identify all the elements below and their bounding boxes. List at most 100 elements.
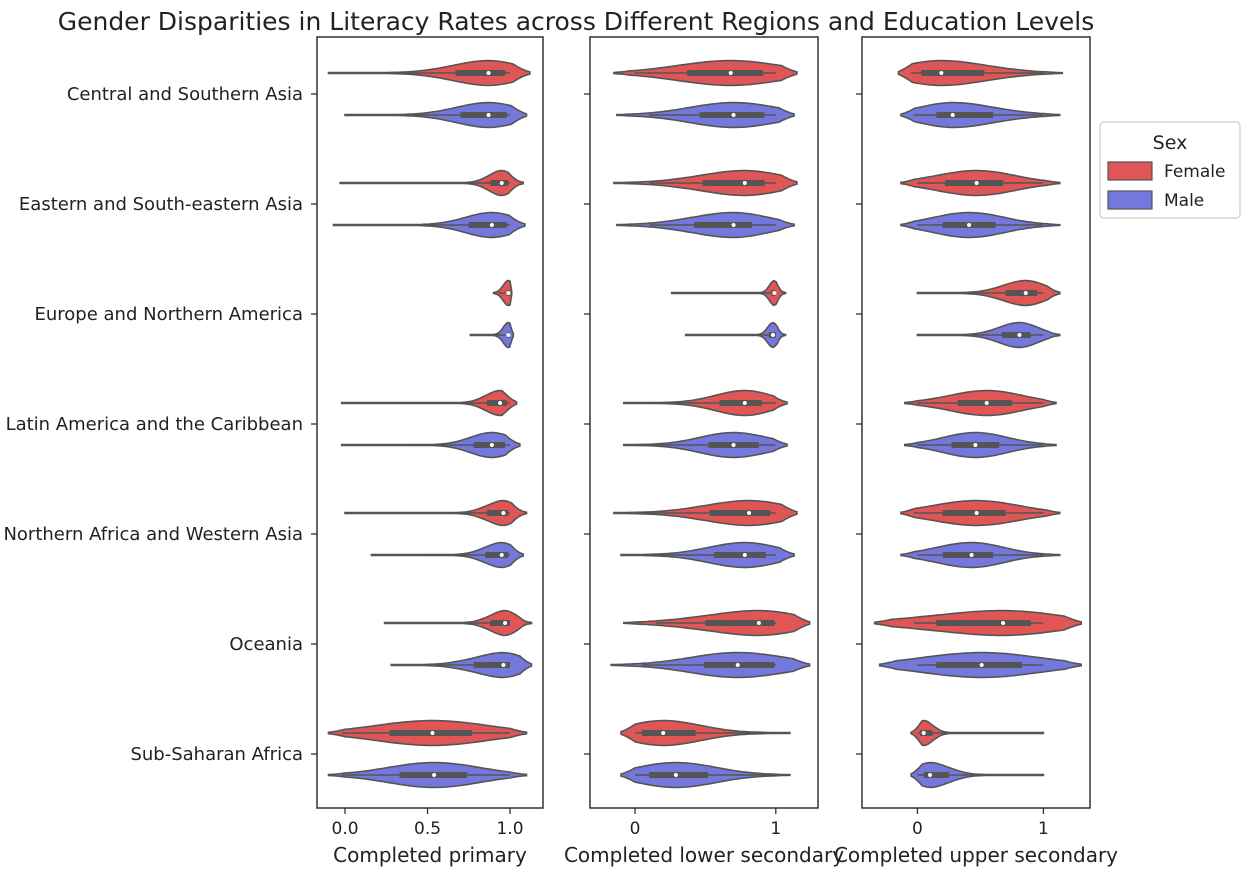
- x-tick-label: 0.5: [414, 819, 441, 839]
- violin-male: [370, 541, 524, 569]
- violin-male: [684, 321, 787, 349]
- axes-frame: [589, 36, 819, 809]
- violin-female: [916, 279, 1061, 307]
- median-dot: [974, 181, 979, 185]
- y-tick-label: Northern Africa and Western Asia: [3, 524, 303, 545]
- iqr-box: [936, 112, 994, 118]
- median-dot: [489, 443, 494, 447]
- violin-male: [615, 211, 795, 239]
- median-dot: [501, 663, 506, 667]
- legend-label-male: Male: [1164, 191, 1204, 211]
- panel-1: Central and Southern Asia Eastern and Sou…: [3, 36, 544, 867]
- iqr-box: [719, 400, 762, 406]
- violin-female: [344, 499, 528, 527]
- median-dot: [1001, 621, 1006, 625]
- median-dot: [979, 663, 984, 667]
- median-dot: [506, 333, 511, 337]
- panel-2: 0 1 Completed lower secondary: [564, 36, 844, 867]
- violin-male: [910, 761, 1045, 789]
- violin-female: [383, 609, 533, 637]
- violin-male: [332, 211, 526, 239]
- median-dot: [974, 511, 979, 515]
- iqr-box: [455, 70, 506, 76]
- median-dot: [1017, 333, 1022, 337]
- iqr-box: [490, 620, 511, 626]
- iqr-box: [923, 772, 949, 778]
- violin-male: [904, 431, 1057, 459]
- median-dot: [1023, 291, 1028, 295]
- median-dot: [747, 511, 752, 515]
- median-dot: [501, 511, 506, 515]
- x-tick-label: 0: [912, 819, 923, 839]
- median-dot: [770, 333, 775, 337]
- median-dot: [432, 773, 437, 777]
- x-tick-label: 0.0: [332, 819, 359, 839]
- y-tick-label: Central and Southern Asia: [67, 84, 303, 105]
- iqr-box: [460, 112, 507, 118]
- axes-frame: [861, 36, 1091, 809]
- median-dot: [973, 443, 978, 447]
- violin-male: [900, 211, 1061, 239]
- median-dot: [742, 181, 747, 185]
- violin-male: [900, 541, 1061, 569]
- iqr-box: [713, 552, 766, 558]
- median-dot: [486, 113, 491, 117]
- violin-male: [615, 101, 795, 129]
- median-dot: [499, 181, 504, 185]
- iqr-box: [945, 180, 1004, 186]
- violin-male: [390, 651, 533, 679]
- iqr-box: [1001, 332, 1031, 338]
- median-dot: [673, 773, 678, 777]
- violin-male: [900, 101, 1061, 129]
- median-dot: [939, 71, 944, 75]
- violin-female: [613, 169, 798, 197]
- violin-female: [623, 609, 811, 637]
- panel-3: 0 1 Completed upper secondary: [834, 36, 1118, 867]
- median-dot: [731, 113, 736, 117]
- median-dot: [969, 553, 974, 557]
- iqr-box: [486, 400, 507, 406]
- median-dot: [503, 621, 508, 625]
- median-dot: [742, 401, 747, 405]
- iqr-box: [942, 510, 1006, 516]
- iqr-box: [936, 620, 1031, 626]
- legend-title: Sex: [1153, 132, 1188, 154]
- iqr-box: [709, 510, 771, 516]
- median-dot: [967, 223, 972, 227]
- iqr-box: [473, 662, 511, 668]
- iqr-box: [642, 730, 696, 736]
- violin-male: [620, 761, 791, 789]
- chart-title: Gender Disparities in Literacy Rates acr…: [58, 7, 1095, 36]
- iqr-box: [485, 552, 509, 558]
- x-tick-label: 1: [1038, 819, 1049, 839]
- violin-female: [873, 609, 1082, 637]
- median-dot: [489, 223, 494, 227]
- median-dot: [928, 773, 933, 777]
- violin-male: [340, 431, 521, 459]
- y-tick-label: Sub-Saharan Africa: [130, 744, 303, 765]
- y-tick-label: Eastern and South-eastern Asia: [19, 194, 303, 215]
- violin-female: [670, 279, 787, 307]
- y-tick-label: Latin America and the Caribbean: [6, 414, 303, 435]
- iqr-box: [468, 222, 507, 228]
- legend-swatch-male: [1107, 190, 1153, 210]
- violin-female: [339, 169, 524, 197]
- violin-male: [916, 321, 1061, 349]
- violin-female: [897, 59, 1064, 87]
- violin-female: [620, 719, 791, 747]
- iqr-box: [694, 222, 752, 228]
- violin-female: [327, 59, 531, 87]
- violin-male: [327, 761, 528, 789]
- violin-male: [344, 101, 528, 129]
- iqr-box: [705, 620, 775, 626]
- median-dot: [661, 731, 666, 735]
- x-tick-label: 0: [630, 819, 641, 839]
- median-dot: [499, 553, 504, 557]
- median-dot: [506, 291, 511, 295]
- median-dot: [921, 731, 926, 735]
- violin-male: [610, 651, 811, 679]
- median-dot: [772, 291, 777, 295]
- iqr-box: [942, 552, 994, 558]
- legend: Sex Female Male: [1099, 121, 1241, 219]
